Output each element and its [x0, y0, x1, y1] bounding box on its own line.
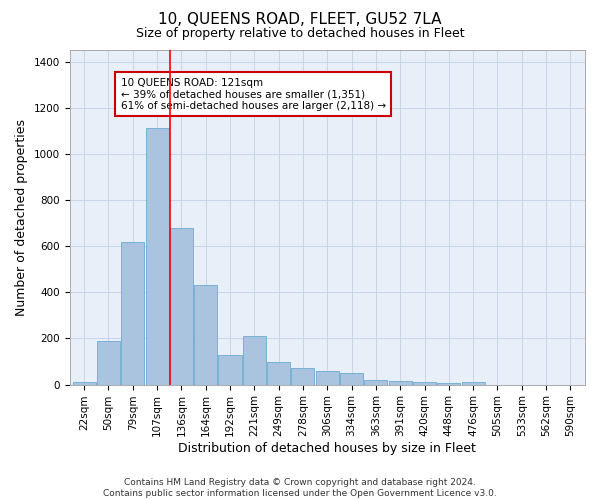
Bar	[267, 362, 290, 384]
Bar	[389, 381, 412, 384]
Bar	[292, 368, 314, 384]
Bar	[316, 371, 339, 384]
Text: Size of property relative to detached houses in Fleet: Size of property relative to detached ho…	[136, 28, 464, 40]
Bar	[340, 373, 363, 384]
Bar	[194, 286, 217, 384]
Text: 10, QUEENS ROAD, FLEET, GU52 7LA: 10, QUEENS ROAD, FLEET, GU52 7LA	[158, 12, 442, 28]
Bar	[170, 228, 193, 384]
Bar	[121, 242, 144, 384]
Bar	[364, 380, 388, 384]
Bar	[413, 382, 436, 384]
X-axis label: Distribution of detached houses by size in Fleet: Distribution of detached houses by size …	[178, 442, 476, 455]
Bar	[243, 336, 266, 384]
Bar	[97, 341, 120, 384]
Bar	[218, 354, 242, 384]
Bar	[461, 382, 485, 384]
Text: Contains HM Land Registry data © Crown copyright and database right 2024.
Contai: Contains HM Land Registry data © Crown c…	[103, 478, 497, 498]
Text: 10 QUEENS ROAD: 121sqm
← 39% of detached houses are smaller (1,351)
61% of semi-: 10 QUEENS ROAD: 121sqm ← 39% of detached…	[121, 78, 386, 111]
Bar	[73, 382, 95, 384]
Bar	[146, 128, 169, 384]
Y-axis label: Number of detached properties: Number of detached properties	[15, 119, 28, 316]
